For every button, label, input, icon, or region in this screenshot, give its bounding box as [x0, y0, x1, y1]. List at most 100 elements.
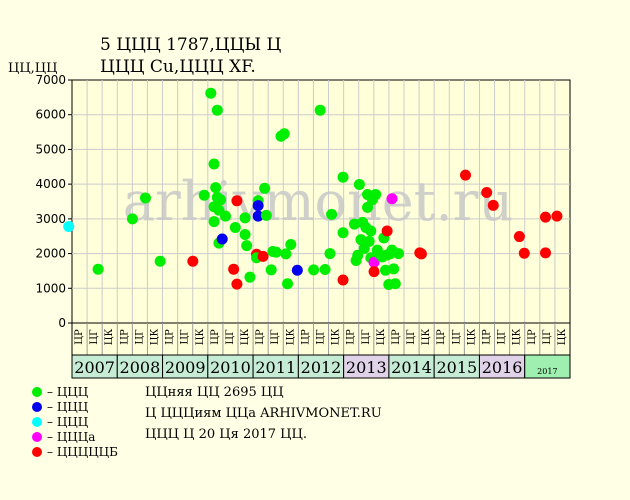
- subperiod-label: ЦР: [436, 329, 447, 345]
- y-tick-label: 2000: [35, 247, 66, 261]
- legend-label: – ЦЦЦ: [47, 385, 89, 399]
- subperiod-label: ЦК: [557, 329, 568, 346]
- watermark: arhivmonet.ru: [123, 170, 513, 233]
- data-point: [208, 158, 220, 170]
- year-label: 2017: [537, 367, 557, 376]
- data-point: [326, 208, 338, 220]
- data-point: [257, 250, 269, 262]
- data-point: [219, 210, 231, 222]
- subperiod-label: ЦК: [421, 329, 432, 346]
- data-point: [348, 218, 360, 230]
- data-point: [285, 239, 297, 251]
- year-cell: [524, 354, 571, 379]
- subperiod-label: ЦК: [512, 329, 523, 346]
- legend-marker: [32, 432, 42, 442]
- year-label: 2011: [255, 358, 296, 377]
- data-point: [393, 248, 405, 260]
- data-point: [198, 189, 210, 201]
- data-point: [63, 220, 75, 232]
- data-point: [270, 246, 282, 258]
- year-label: 2013: [346, 358, 387, 377]
- year-label: 2014: [391, 358, 432, 377]
- legend-label: – ЦЦЦ: [47, 415, 89, 429]
- legend: – ЦЦЦ– ЦЦЦ– ЦЦЦ– ЦЦЦа– ЦЦЦЦЦБ: [32, 385, 118, 459]
- data-point: [239, 212, 251, 224]
- legend-marker: [32, 402, 42, 412]
- data-point: [278, 128, 290, 140]
- data-point: [154, 255, 166, 267]
- subperiod-label: ЦР: [210, 329, 221, 345]
- subperiod-band: [71, 322, 571, 356]
- info-line: ЦЦЦ Ц 20 Ця 2017 ЦЦ.: [145, 427, 307, 442]
- data-point: [231, 278, 243, 290]
- data-point: [244, 271, 256, 283]
- data-point: [211, 104, 223, 116]
- data-points: [63, 87, 563, 290]
- y-tick-label: 7000: [35, 73, 66, 87]
- data-point: [308, 264, 320, 276]
- subperiod-label: ЦГ: [497, 329, 508, 345]
- data-point: [215, 194, 227, 206]
- data-point: [353, 178, 365, 190]
- data-point: [337, 274, 349, 286]
- data-point: [280, 248, 292, 260]
- subperiod-label: ЦР: [346, 329, 357, 345]
- data-point: [389, 278, 401, 290]
- data-point: [352, 249, 364, 261]
- data-point: [540, 211, 552, 223]
- data-point: [139, 192, 151, 204]
- data-point: [260, 209, 272, 221]
- data-point: [324, 248, 336, 260]
- info-line: Ц ЦЦЦиям ЦЦа ARHIVMONET.RU: [145, 406, 382, 421]
- data-point: [481, 186, 493, 198]
- data-point: [187, 255, 199, 267]
- y-tick-label: 3000: [35, 212, 66, 226]
- plot-frame: [71, 79, 571, 324]
- data-point: [337, 227, 349, 239]
- y-tick-label: 5000: [35, 142, 66, 156]
- data-point: [216, 233, 228, 245]
- data-point: [205, 87, 217, 99]
- subperiod-label: ЦГ: [542, 329, 553, 345]
- year-label: 2016: [482, 358, 523, 377]
- data-point: [210, 182, 222, 194]
- subperiod-label: ЦР: [119, 329, 130, 345]
- subperiod-label: ЦР: [527, 329, 538, 345]
- subperiod-label: ЦР: [255, 329, 266, 345]
- year-label: 2012: [301, 358, 342, 377]
- subperiod-label: ЦГ: [316, 329, 327, 345]
- data-point: [314, 104, 326, 116]
- subperiod-label: ЦК: [150, 329, 161, 346]
- data-point: [460, 169, 472, 181]
- y-tick-label: 1000: [35, 281, 66, 295]
- data-point: [231, 195, 243, 207]
- data-point: [92, 263, 104, 275]
- data-point: [368, 266, 380, 278]
- subperiod-label: ЦГ: [451, 329, 462, 345]
- subperiod-label: ЦК: [285, 329, 296, 346]
- data-point: [370, 189, 382, 201]
- data-point: [252, 200, 264, 212]
- data-point: [208, 216, 220, 228]
- year-label: 2007: [74, 358, 115, 377]
- subperiod-label: ЦР: [165, 329, 176, 345]
- subperiod-label: ЦК: [240, 329, 251, 346]
- legend-label: – ЦЦЦЦЦБ: [47, 445, 118, 459]
- data-point: [337, 171, 349, 183]
- legend-marker: [32, 417, 42, 427]
- info-line: ЦЦняя ЦЦ 2695 ЦЦ: [145, 385, 284, 400]
- year-label: 2010: [210, 358, 251, 377]
- subperiod-label: ЦГ: [89, 329, 100, 345]
- y-tick-label: 4000: [35, 177, 66, 191]
- chart-title-line2: ЦЦЦ Cu,ЦЦЦ XF.: [100, 57, 256, 77]
- legend-label: – ЦЦЦа: [47, 430, 95, 444]
- subperiod-label: ЦГ: [134, 329, 145, 345]
- data-point: [388, 263, 400, 275]
- year-label: 2015: [436, 358, 477, 377]
- data-point: [241, 240, 253, 252]
- subperiod-label: ЦР: [74, 329, 85, 345]
- data-point: [368, 256, 380, 268]
- data-point: [239, 228, 251, 240]
- data-point: [518, 247, 530, 259]
